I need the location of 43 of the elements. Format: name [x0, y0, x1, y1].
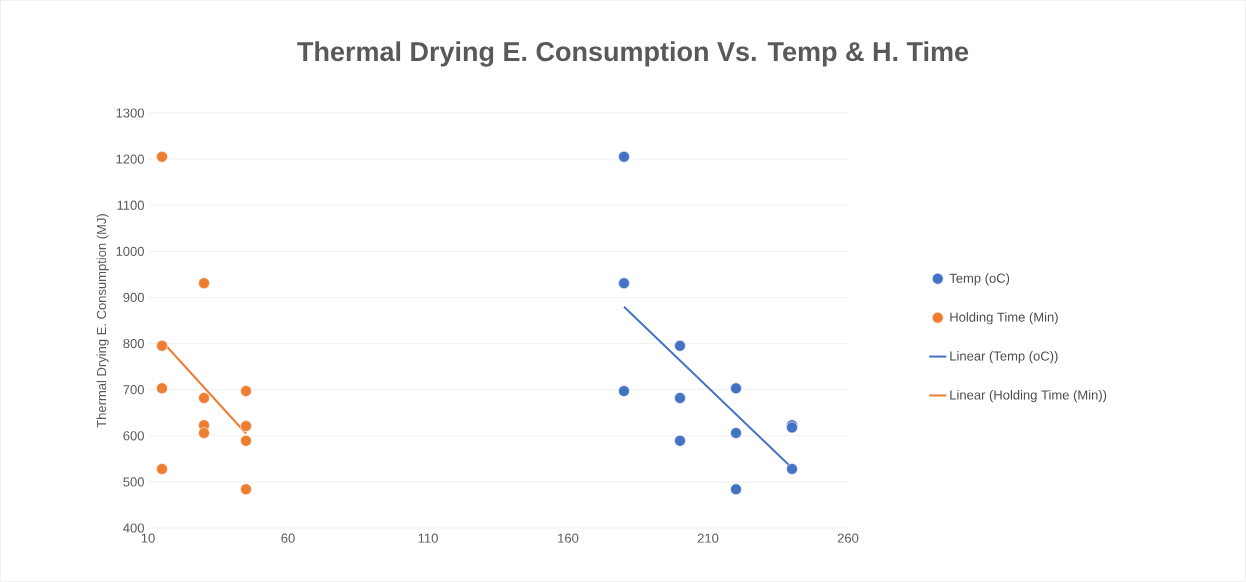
point — [674, 392, 686, 404]
legend-label: Linear (Temp (oC)) — [950, 351, 1058, 364]
point — [786, 463, 798, 475]
y-tick-label: 1200 — [116, 154, 144, 164]
x-tick-label: 110 — [418, 533, 438, 543]
point — [618, 385, 630, 397]
point — [618, 151, 630, 163]
x-tick-label: 60 — [281, 533, 295, 543]
point — [156, 382, 168, 395]
point — [674, 340, 686, 352]
y-tick-label: 700 — [123, 385, 144, 395]
y-tick-label: 800 — [123, 338, 144, 349]
legend-label: Temp (oC) — [949, 273, 1010, 286]
point — [240, 483, 252, 496]
point — [198, 427, 210, 439]
y-tick-label: 1300 — [116, 108, 144, 118]
point — [156, 463, 168, 475]
point — [240, 420, 252, 432]
point — [156, 151, 168, 163]
x-tick-label: 260 — [837, 533, 859, 543]
point — [730, 483, 742, 496]
point — [156, 340, 168, 352]
point — [618, 277, 630, 289]
legend-label: Holding Time (Min) — [950, 312, 1058, 325]
y-tick-label: 1000 — [116, 246, 144, 256]
y-axis-title: Thermal Drying E. Consumption (MJ) — [96, 214, 109, 428]
point — [730, 382, 742, 395]
point — [240, 385, 252, 397]
y-tick-label: 600 — [123, 431, 144, 441]
y-tick-label: 500 — [123, 477, 144, 487]
y-tick-label: 900 — [123, 292, 144, 303]
point — [198, 277, 210, 289]
chart-title: Thermal Drying E. Consumption Vs. Temp & H. Time — [297, 41, 969, 67]
x-tick-label: 210 — [697, 533, 719, 543]
point — [240, 435, 252, 447]
y-tick-label: 400 — [123, 523, 144, 533]
x-tick-label: 10 — [141, 533, 155, 543]
point — [198, 392, 210, 404]
legend-label: Linear (Holding Time (Min)) — [950, 390, 1107, 403]
point — [674, 435, 686, 447]
y-tick-label: 1100 — [117, 200, 144, 210]
point — [730, 427, 742, 439]
x-tick-label: 160 — [558, 533, 579, 543]
